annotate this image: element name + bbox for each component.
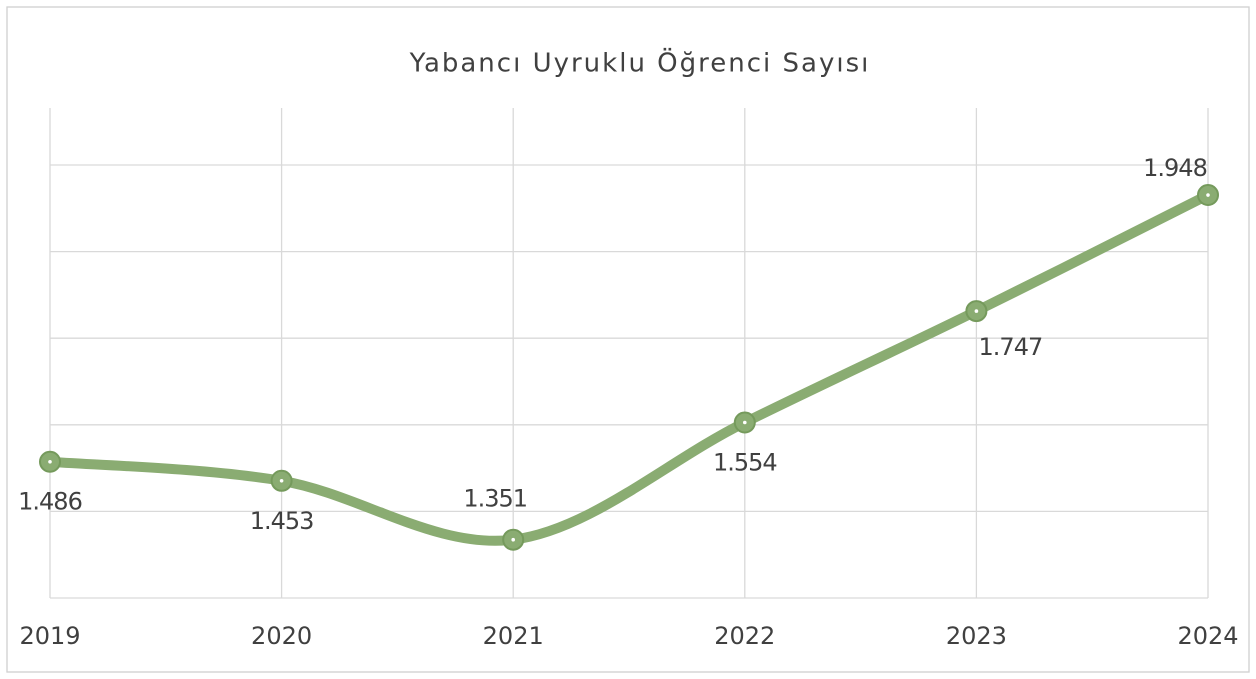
data-label: 1.948: [1143, 154, 1207, 182]
data-label: 1.351: [463, 485, 527, 513]
x-tick-label: 2021: [483, 622, 544, 650]
x-tick-label: 2019: [19, 622, 80, 650]
data-label: 1.486: [18, 488, 82, 516]
chart-frame: [6, 6, 1250, 673]
line-series: [45, 190, 1213, 546]
x-tick-label: 2020: [251, 622, 312, 650]
data-label: 1.747: [979, 333, 1043, 361]
point-center: [974, 309, 979, 313]
point-center: [1206, 193, 1210, 197]
x-tick-label: 2024: [1177, 622, 1238, 650]
point-center: [279, 479, 284, 483]
data-label: 1.453: [250, 507, 314, 535]
data-label: 1.554: [713, 448, 777, 476]
x-tick-label: 2023: [946, 622, 1007, 650]
point-center: [743, 420, 747, 425]
point-center: [48, 459, 52, 464]
point-center: [511, 537, 515, 542]
x-tick-label: 2022: [714, 622, 775, 650]
chart-title: Yabancı Uyruklu Öğrenci Sayısı: [409, 47, 871, 79]
